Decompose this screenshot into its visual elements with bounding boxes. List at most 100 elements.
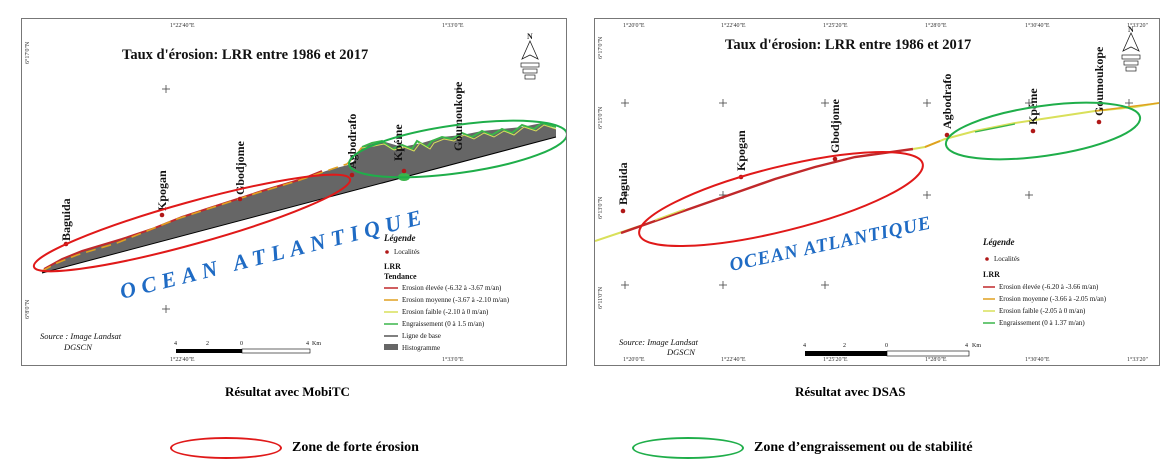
coord-left-d: 6°11'0"N — [597, 286, 604, 309]
north-arrow-icon: N — [1121, 25, 1141, 72]
source-right-2: DGSCN — [666, 347, 696, 357]
scale-bar-right: 4 2 0 4 Km — [803, 343, 981, 357]
mobitc-map-svg: 1°22'40"E 1°33'0"E 1°22'40"E 1°33'0"E 6°… — [24, 22, 566, 363]
legend-item-2: Erosion faible (-2.10 à 0 m/an) — [402, 308, 489, 316]
svg-text:4: 4 — [174, 341, 177, 347]
grid-crosses — [162, 85, 462, 313]
svg-text:2: 2 — [843, 343, 846, 349]
legend-localites: Localités — [394, 248, 420, 256]
svg-text:N: N — [527, 32, 533, 41]
zone-erosion-label: Zone de forte érosion — [292, 440, 419, 455]
svg-text:N: N — [1128, 25, 1134, 34]
locality-markers-right — [620, 119, 1102, 214]
marker-kpeme — [401, 168, 407, 174]
zone-erosion-oval-left — [32, 173, 352, 273]
zone-accretion-oval-left — [348, 119, 566, 179]
source-left-2: DGSCN — [63, 342, 93, 352]
dsas-map-title: Taux d'érosion: LRR entre 1986 et 2017 — [725, 37, 971, 53]
coord-top-4: 1°30'40"E — [1025, 22, 1050, 29]
legend-right: Légende Localités LRR Erosion élevée (-6… — [982, 237, 1107, 327]
mobitc-map-title: Taux d'érosion: LRR entre 1986 et 2017 — [122, 47, 368, 63]
zone-accretion-label: Zone d’engraissement ou de stabilité — [754, 440, 973, 455]
label-gbodjome: Gbodjome — [828, 98, 842, 153]
coord-top-5: 1°33'20" — [1127, 22, 1148, 29]
legend-title: Légende — [383, 233, 416, 243]
coord-bottom-b: 1°33'0"E — [442, 356, 464, 363]
legend-localites-right: Localités — [994, 255, 1020, 263]
scale-bar-left: 4 2 0 4 Km — [174, 341, 321, 354]
coord-top-0: 1°20'0"E — [623, 22, 645, 29]
ocean-label-right: OCEAN ATLANTIQUE — [728, 213, 934, 276]
coord-bottom-a: 1°22'40"E — [170, 356, 195, 363]
label-baguida: Baguida — [616, 162, 630, 205]
legend-lrr-right: LRR — [983, 270, 1000, 279]
label-kpogan: Kpogan — [155, 170, 169, 211]
svg-text:Km: Km — [972, 343, 981, 349]
legend-lrr: LRR — [384, 262, 401, 271]
legend-item-5: Histogramme — [402, 344, 440, 352]
coord-bottom-3: 1°28'0"E — [925, 356, 947, 363]
label-agbodrafo: Agbodrafo — [940, 74, 954, 129]
coord-left-b: 6°8'0"N — [24, 299, 31, 319]
coord-top-1: 1°22'40"E — [721, 22, 746, 29]
label-gbodjome: Gbodjome — [233, 140, 247, 195]
source-right-1: Source: Image Landsat — [619, 337, 699, 347]
coord-left-c: 6°13'0"N — [597, 196, 604, 219]
label-kpogan: Kpogan — [734, 130, 748, 171]
dsas-map: 1°20'0"E 1°22'40"E 1°25'20"E 1°28'0"E 1°… — [594, 18, 1160, 366]
legend-tendance: Tendance — [384, 272, 417, 281]
coord-left-a: 6°17'0"N — [24, 41, 31, 64]
label-goumoukope: Goumoukope — [1092, 46, 1106, 116]
coord-bottom-1: 1°22'40"E — [721, 356, 746, 363]
coord-top-2: 1°25'20"E — [823, 22, 848, 29]
svg-text:2: 2 — [206, 341, 209, 347]
coastline-histogram — [41, 121, 557, 274]
legend-right-item-3: Engraissement (0 à 1.37 m/an) — [999, 319, 1085, 327]
legend-right-item-0: Erosion élevée (-6.20 à -3.66 m/an) — [999, 283, 1099, 291]
coord-top-b: 1°33'0"E — [442, 22, 464, 29]
svg-text:4: 4 — [306, 341, 309, 347]
svg-text:0: 0 — [240, 341, 243, 347]
legend-item-4: Ligne de base — [402, 332, 441, 340]
label-goumoukope: Goumoukope — [451, 81, 465, 151]
coord-left-a: 6°17'0"N — [597, 36, 604, 59]
zone-accretion-legend: Zone d’engraissement ou de stabilité — [632, 437, 973, 459]
coord-bottom-4: 1°30'40"E — [1025, 356, 1050, 363]
marker-kpogan — [159, 212, 165, 218]
marker-gbodjome — [237, 196, 243, 202]
svg-text:4: 4 — [965, 343, 968, 349]
legend-item-3: Engraissement (0 à 1.5 m/an) — [402, 320, 485, 328]
coord-bottom-2: 1°25'20"E — [823, 356, 848, 363]
coord-bottom-0: 1°20'0"E — [623, 356, 645, 363]
label-kpeme: Kpéme — [391, 124, 405, 161]
caption-mobitc: Résultat avec MobiTC — [225, 384, 350, 399]
red-oval-icon — [170, 437, 282, 459]
legend-item-0: Erosion élevée (-6.32 à -3.67 m/an) — [402, 284, 502, 292]
svg-text:4: 4 — [803, 343, 806, 349]
caption-dsas: Résultat avec DSAS — [795, 384, 906, 399]
source-left-1: Source : Image Landsat — [40, 331, 122, 341]
dsas-map-svg: 1°20'0"E 1°22'40"E 1°25'20"E 1°28'0"E 1°… — [595, 22, 1159, 363]
coastline-dsas — [595, 102, 1159, 242]
zone-erosion-oval-right — [638, 150, 924, 248]
legend-item-1: Erosion moyenne (-3.67 à -2.10 m/an) — [402, 296, 510, 304]
mobitc-map: 1°22'40"E 1°33'0"E 1°22'40"E 1°33'0"E 6°… — [21, 18, 567, 366]
marker-agbodrafo — [349, 172, 355, 178]
legend-right-item-2: Erosion faible (-2.05 à 0 m/an) — [999, 307, 1086, 315]
ocean-label-left: OCEAN ATLANTIQUE — [117, 203, 429, 304]
legend-title-right: Légende — [982, 237, 1015, 247]
legend-right-item-1: Erosion moyenne (-3.66 à -2.05 m/an) — [999, 295, 1107, 303]
svg-text:0: 0 — [885, 343, 888, 349]
coord-top-3: 1°28'0"E — [925, 22, 947, 29]
svg-text:Km: Km — [312, 341, 321, 347]
coord-bottom-5: 1°33'20" — [1127, 356, 1148, 363]
label-agbodrafo: Agbodrafo — [345, 114, 359, 169]
grid-crosses-right — [621, 99, 1133, 289]
coord-top-a: 1°22'40"E — [170, 22, 195, 29]
label-baguida: Baguida — [59, 198, 73, 241]
north-arrow-icon: N — [520, 32, 540, 80]
green-oval-icon — [632, 437, 744, 459]
coord-left-b: 6°15'0"N — [597, 106, 604, 129]
zone-accretion-oval-right — [944, 101, 1142, 161]
zone-erosion-legend: Zone de forte érosion — [170, 437, 419, 459]
